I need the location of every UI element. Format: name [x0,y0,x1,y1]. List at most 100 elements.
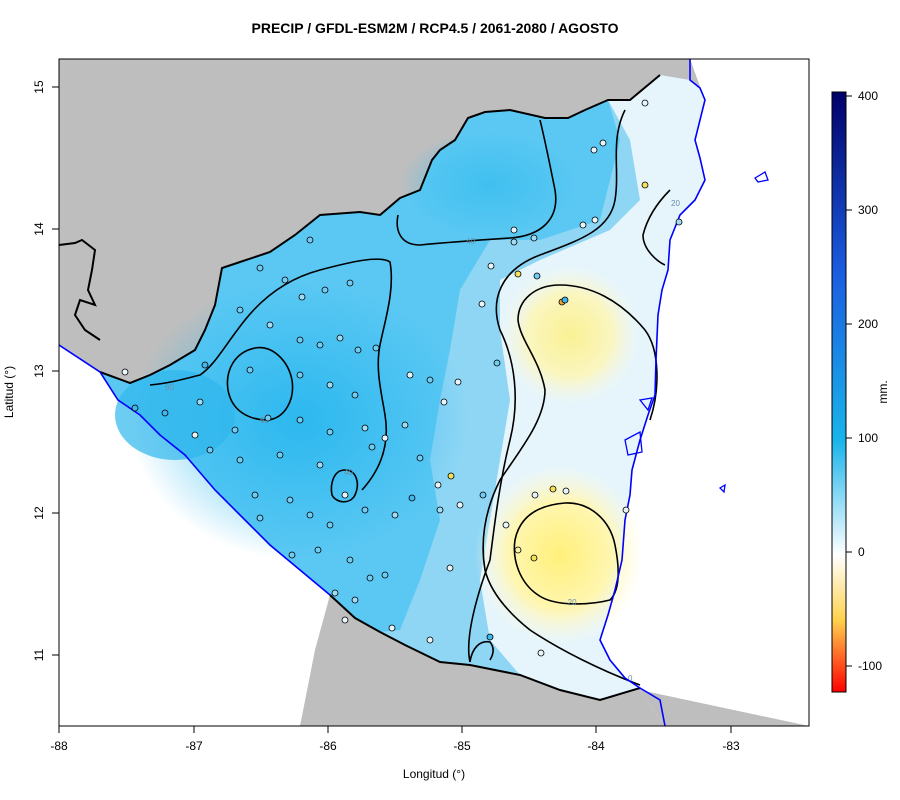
y-axis-title: Latitud (°) [2,366,16,418]
station-point [426,376,434,384]
station-point [206,446,214,454]
contour-label: -20 [565,598,577,607]
station-point [641,181,649,189]
station-point [346,556,354,564]
station-point [531,491,539,499]
contour-line-minus20 [513,502,620,605]
station-point [296,416,304,424]
station-point [487,262,495,270]
contour-line-20-east [642,189,671,266]
station-point [361,506,369,514]
station-point [341,616,349,624]
y-tick-label: 13 [32,364,46,378]
station-point [514,546,522,554]
station-point [236,456,244,464]
colorbar-tick-label: 300 [858,203,878,217]
station-point [296,371,304,379]
station-point [251,491,259,499]
colorbar-tick-label: -100 [858,659,882,673]
land-honduras [59,59,700,383]
x-tick-label: -83 [722,739,740,753]
contour-line-40-north [396,119,557,246]
station-point [296,336,304,344]
station-point [675,218,683,226]
contour-label: 40 [466,237,475,246]
x-tick-label: -86 [319,739,337,753]
station-point [641,99,649,107]
station-point [388,624,396,632]
station-point [426,636,434,644]
station-point [406,371,414,379]
precip-field [100,75,705,700]
station-point [447,472,455,480]
contour-line-20-main [467,109,626,663]
y-tick-label: 14 [32,222,46,236]
contour-lines [149,109,671,686]
station-point [533,272,541,280]
station-point [196,398,204,406]
station-point [191,431,199,439]
station-point [231,426,239,434]
x-axis: -88 -87 -86 -85 -84 -83 Longitud (°) [50,725,740,781]
station-point [236,306,244,314]
y-tick-label: 15 [32,80,46,94]
colorbar-unit-label: mm. [876,380,890,403]
station-point [408,494,416,502]
station-point [514,270,522,278]
wet-core-coast [115,370,235,460]
station-point [561,296,569,304]
station-point [298,293,306,301]
station-point [446,564,454,572]
station-point [351,596,359,604]
contour-label: 60 [165,383,174,392]
border-honduras [59,74,661,385]
station-point [316,461,324,469]
station-point [354,346,362,354]
station-point [510,238,518,246]
station-point [537,649,545,657]
colorbar-tick-label: 400 [858,89,878,103]
station-point [131,404,139,412]
station-point [281,276,289,284]
station-point [562,487,570,495]
station-point [493,359,501,367]
x-axis-title: Longitud (°) [403,767,465,781]
colorbar-tick-label: 0 [858,545,865,559]
station-point [246,366,254,374]
station-point [256,514,264,522]
contour-line-zero [482,284,658,686]
station-point [256,264,264,272]
station-point [161,409,169,417]
station-point [454,378,462,386]
station-point [346,279,354,287]
islands [624,171,769,494]
station-point [326,428,334,436]
station-point [316,341,324,349]
station-point [266,321,274,329]
station-point [361,424,369,432]
contour-label: 20 [671,199,680,208]
station-point [286,496,294,504]
station-point [510,226,518,234]
station-point [579,221,587,229]
station-point [391,511,399,519]
land-costa-rica [300,595,665,726]
station-point [416,454,424,462]
station-point [264,414,272,422]
y-tick-label: 11 [32,648,46,661]
station-point [326,521,334,529]
coastline-caribbean [599,59,706,726]
x-tick-label: -88 [50,739,68,753]
station-point [591,216,599,224]
dry-core-north [500,265,640,405]
plot-area: 40 60 60 40 20 -20 0 [59,59,809,726]
ocean-caribbean [600,59,809,726]
station-point [321,286,329,294]
colorbar: 400 300 200 100 0 -100 mm. [831,89,890,693]
station-point [201,361,209,369]
station-point [326,381,334,389]
contour-label: 0 [628,674,633,683]
land-costa-rica-east [640,690,809,726]
station-point [314,546,322,554]
